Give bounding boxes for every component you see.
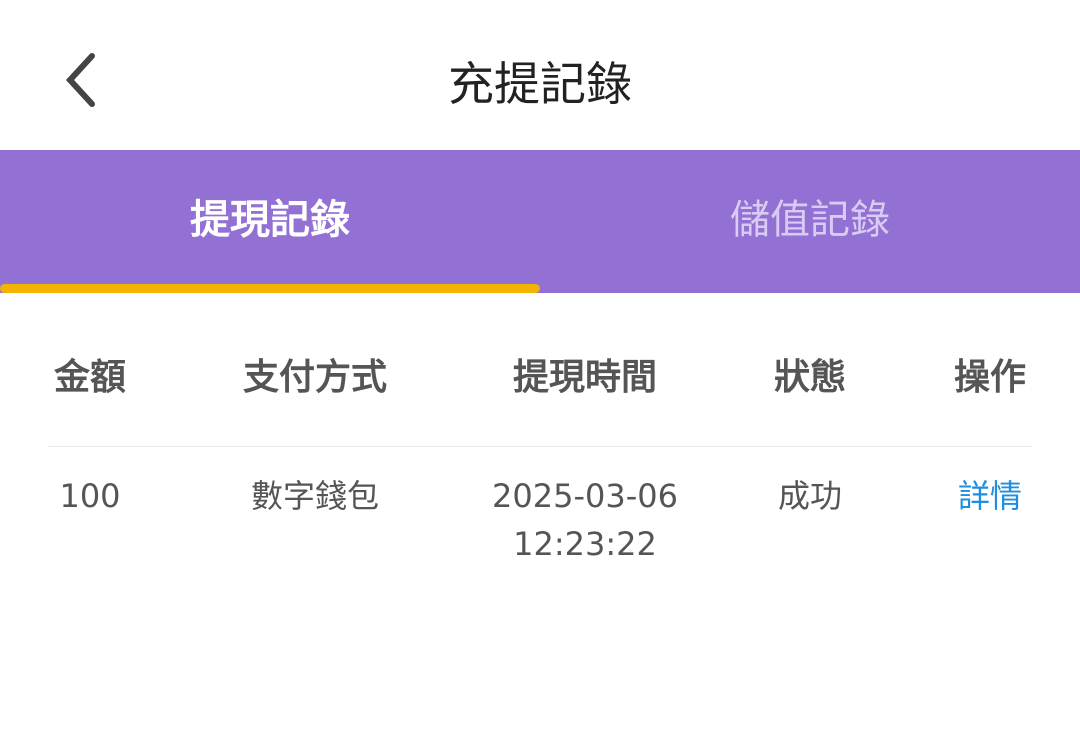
status: 成功 <box>777 477 843 515</box>
tab-deposit-records[interactable]: 儲值記錄 <box>730 197 890 243</box>
header-action: 操作 <box>953 357 1027 398</box>
header-amount: 金額 <box>53 357 127 398</box>
header-status: 狀態 <box>773 357 847 398</box>
back-button[interactable] <box>62 50 112 110</box>
withdrawal-time: 12:23:22 <box>513 525 657 563</box>
header: 充提記錄 <box>0 0 1080 151</box>
payment-method: 數字錢包 <box>250 477 380 515</box>
chevron-left-icon <box>65 53 95 107</box>
tab-bar: 提現記錄 儲值記錄 <box>0 150 1080 293</box>
details-link[interactable]: 詳情 <box>957 477 1023 515</box>
amount: 100 <box>59 477 121 515</box>
table-header: 金額 支付方式 提現時間 狀態 操作 <box>48 340 1032 447</box>
tab-withdrawal-records[interactable]: 提現記錄 <box>190 197 350 243</box>
withdrawal-date: 2025-03-06 <box>492 477 678 515</box>
active-tab-indicator <box>0 284 540 293</box>
page-title: 充提記錄 <box>448 57 632 111</box>
header-time: 提現時間 <box>512 357 658 398</box>
header-method: 支付方式 <box>242 357 388 398</box>
